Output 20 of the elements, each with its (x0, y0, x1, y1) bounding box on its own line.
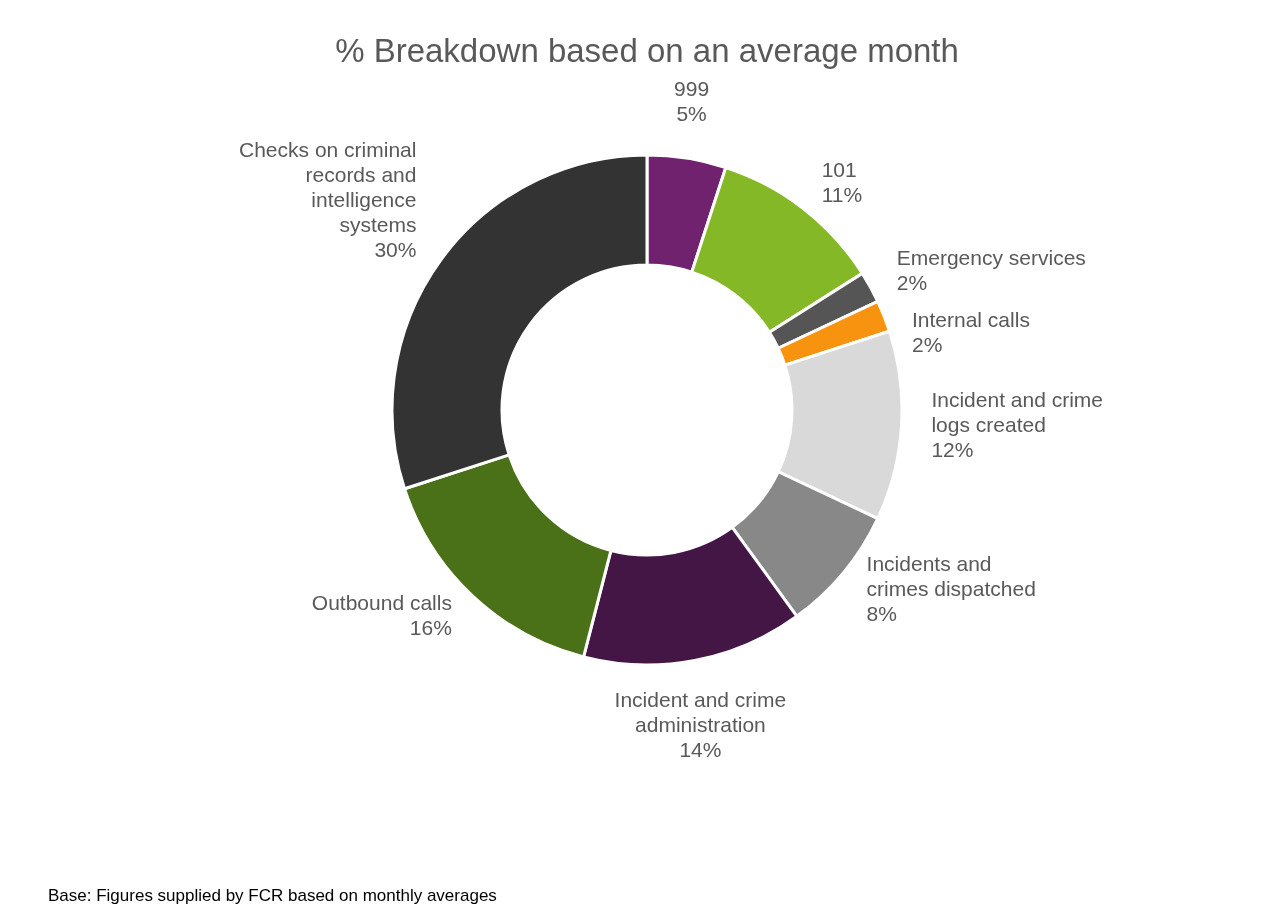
data-label: 12% (931, 438, 974, 462)
data-label: 16% (409, 615, 452, 639)
data-label: 2% (911, 332, 943, 356)
data-label: 2% (896, 270, 928, 294)
slice-label: Emergency services (896, 245, 1086, 269)
slice-label: Incident and crime logs created (931, 388, 1104, 437)
slice-label: Incident and crime administration (614, 687, 787, 736)
data-label: 14% (679, 737, 722, 761)
chart-title: % Breakdown based on an average month (335, 32, 959, 69)
slice-label: Checks on criminal records and intelligence systems (239, 137, 417, 236)
text: Base: Figures supplied by FCR based on monthly averages (48, 886, 497, 905)
slice-label: 101 (821, 157, 857, 181)
slice-label: Incidents and crimes dispatched (866, 552, 1036, 601)
slice-label: Internal calls (911, 307, 1030, 331)
slice-label: Outbound calls (311, 590, 452, 614)
data-label: 8% (866, 602, 897, 626)
data-label: 30% (374, 237, 417, 261)
data-label: 11% (821, 182, 863, 206)
slice-label: 999 (674, 76, 710, 100)
data-label: 5% (676, 101, 707, 125)
